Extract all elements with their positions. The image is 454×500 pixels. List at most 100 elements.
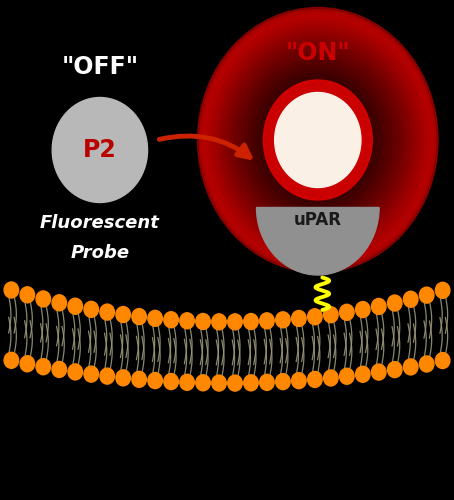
Circle shape — [340, 368, 354, 384]
Circle shape — [404, 359, 418, 375]
Circle shape — [387, 295, 402, 311]
Circle shape — [132, 308, 146, 324]
Circle shape — [263, 80, 372, 200]
Text: uPAR: uPAR — [294, 211, 342, 229]
Circle shape — [68, 298, 83, 314]
Circle shape — [276, 374, 290, 390]
Circle shape — [404, 291, 418, 307]
Circle shape — [100, 368, 114, 384]
Circle shape — [265, 82, 370, 198]
Circle shape — [217, 28, 419, 251]
Circle shape — [52, 295, 67, 311]
Circle shape — [20, 287, 35, 303]
Circle shape — [276, 312, 290, 328]
Circle shape — [236, 50, 400, 230]
Circle shape — [253, 69, 382, 211]
Circle shape — [164, 312, 178, 328]
Circle shape — [435, 282, 450, 298]
Circle shape — [228, 375, 242, 391]
Circle shape — [308, 309, 322, 325]
Circle shape — [180, 313, 194, 329]
Circle shape — [100, 304, 114, 320]
Circle shape — [419, 287, 434, 303]
Circle shape — [291, 372, 306, 388]
Circle shape — [230, 44, 405, 236]
Wedge shape — [257, 208, 379, 275]
Circle shape — [250, 65, 386, 215]
Circle shape — [248, 62, 388, 217]
Circle shape — [238, 52, 398, 228]
Circle shape — [197, 8, 438, 272]
Circle shape — [207, 18, 429, 262]
Circle shape — [260, 374, 274, 390]
Circle shape — [4, 282, 19, 298]
Circle shape — [84, 302, 99, 318]
Circle shape — [435, 352, 450, 368]
Circle shape — [116, 370, 130, 386]
Circle shape — [324, 306, 338, 322]
Circle shape — [227, 40, 409, 240]
Circle shape — [228, 314, 242, 330]
Text: Probe: Probe — [70, 244, 129, 262]
Circle shape — [244, 375, 258, 391]
Circle shape — [228, 42, 407, 238]
Circle shape — [267, 84, 369, 196]
Circle shape — [180, 374, 194, 390]
Circle shape — [84, 366, 99, 382]
Circle shape — [222, 35, 413, 245]
Circle shape — [215, 26, 421, 254]
Circle shape — [340, 304, 354, 320]
Circle shape — [4, 352, 19, 368]
Circle shape — [263, 80, 372, 200]
Circle shape — [211, 22, 424, 258]
Circle shape — [275, 92, 361, 188]
Circle shape — [355, 366, 370, 382]
Circle shape — [116, 306, 130, 322]
Circle shape — [203, 14, 432, 266]
Circle shape — [20, 356, 35, 372]
Circle shape — [148, 310, 163, 326]
Circle shape — [36, 291, 50, 307]
Circle shape — [148, 372, 163, 388]
Circle shape — [52, 98, 148, 202]
Circle shape — [244, 58, 392, 222]
Circle shape — [324, 370, 338, 386]
Circle shape — [371, 298, 386, 314]
Circle shape — [213, 24, 423, 256]
Circle shape — [371, 364, 386, 380]
Circle shape — [205, 16, 430, 264]
Circle shape — [36, 358, 50, 374]
Circle shape — [196, 314, 210, 330]
Circle shape — [164, 374, 178, 390]
Text: P2: P2 — [83, 138, 117, 162]
Text: Fluorescent: Fluorescent — [40, 214, 160, 232]
Circle shape — [196, 375, 210, 391]
Text: "ON": "ON" — [286, 40, 350, 64]
Circle shape — [291, 310, 306, 326]
Circle shape — [209, 20, 427, 260]
Circle shape — [242, 56, 394, 224]
Circle shape — [255, 71, 380, 209]
Circle shape — [212, 314, 226, 330]
Circle shape — [260, 313, 274, 329]
Circle shape — [252, 67, 384, 213]
Circle shape — [246, 60, 390, 220]
Circle shape — [240, 54, 395, 226]
Circle shape — [355, 302, 370, 318]
Circle shape — [212, 375, 226, 391]
Circle shape — [219, 31, 417, 249]
Circle shape — [232, 46, 403, 234]
Circle shape — [234, 48, 401, 232]
Circle shape — [257, 74, 378, 206]
Circle shape — [221, 33, 415, 247]
Text: P2: P2 — [301, 126, 335, 150]
Circle shape — [68, 364, 83, 380]
Circle shape — [261, 78, 375, 202]
Circle shape — [259, 76, 376, 204]
Circle shape — [224, 38, 411, 243]
Text: "OFF": "OFF" — [61, 56, 138, 80]
Circle shape — [199, 10, 436, 270]
Circle shape — [244, 314, 258, 330]
Circle shape — [132, 372, 146, 388]
Circle shape — [387, 362, 402, 378]
